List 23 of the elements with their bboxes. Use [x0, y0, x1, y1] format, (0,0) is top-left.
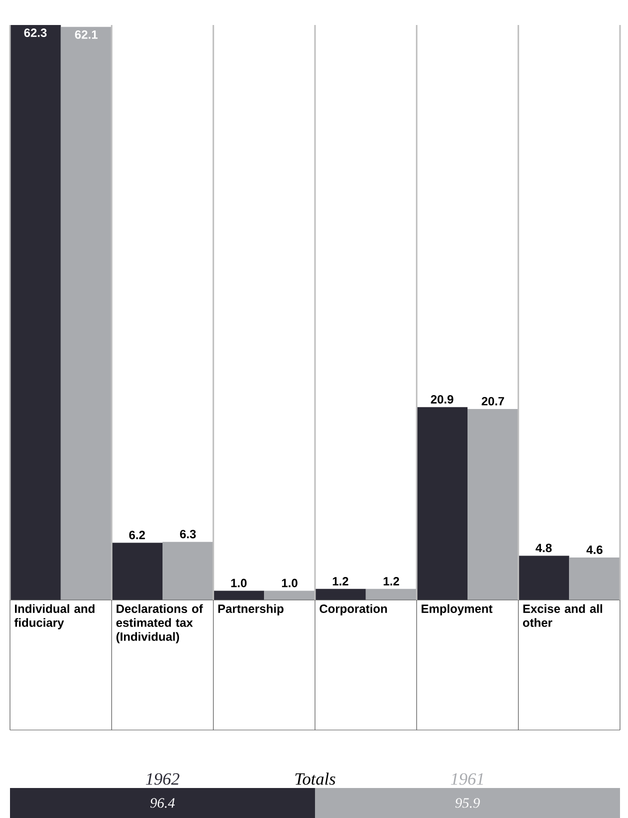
- data-label: 1.2: [384, 577, 400, 586]
- text: 1962: [146, 773, 180, 785]
- data-label: 1.0: [231, 578, 247, 588]
- data-label: 62.3: [24, 28, 47, 37]
- data-label: 6.2: [129, 530, 145, 540]
- x-tick-label: Individual and fiduciary: [14, 604, 94, 630]
- data-label: 1.0: [282, 578, 298, 588]
- x-tick-label: Excise and all other: [523, 604, 602, 627]
- x-tick-label: Partnership: [218, 604, 284, 616]
- data-label: 6.3: [180, 530, 196, 538]
- data-label: 1.2: [332, 577, 348, 586]
- data-label: 4.6: [586, 546, 602, 554]
- text: Totals: [295, 772, 336, 785]
- data-label: 62.1: [75, 30, 98, 39]
- x-tick-label: Employment: [422, 604, 492, 616]
- data-label: 20.7: [482, 396, 504, 406]
- text: 1961: [450, 773, 483, 785]
- data-label: 4.8: [536, 544, 552, 552]
- text: 96.4: [150, 798, 175, 808]
- text: 95.9: [455, 798, 480, 808]
- x-tick-label: Corporation: [320, 604, 387, 616]
- data-label: 20.9: [430, 395, 454, 404]
- x-tick-label: Declarations of estimated tax (Individual): [116, 604, 203, 644]
